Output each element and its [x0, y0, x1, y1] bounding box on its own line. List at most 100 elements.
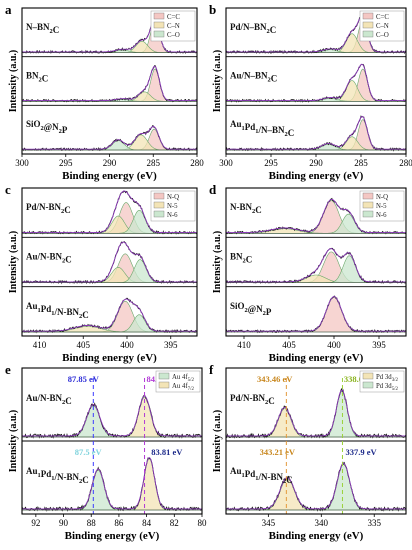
x-tick-label-f-0: 345 — [262, 518, 276, 528]
y-axis-label-f: Intensity (a.u.) — [212, 410, 223, 473]
legend-label-d-1: N-5 — [376, 203, 387, 210]
spectrum-fit-a-2 — [22, 125, 197, 150]
legend-label-a-1: C–N — [167, 23, 180, 30]
plot-frame-c — [21, 187, 198, 337]
spectrum-label-b-2: Au1Pd1/N–BN2C — [230, 119, 294, 138]
spectrum-fit-c-1 — [22, 241, 197, 283]
legend-swatch-e-0 — [158, 372, 170, 380]
y-axis-label-b: Intensity (a.u.) — [212, 50, 223, 113]
legend-swatch-b-2 — [362, 30, 374, 38]
legend-label-c-0: N-Q — [167, 194, 179, 201]
spectrum-label-b-1: Au/N–BN2C — [230, 71, 277, 84]
panel-letter-d: d — [209, 182, 217, 197]
peak-annotation-e-0: 87.85 eV — [68, 374, 100, 384]
peak-annotation-e-3: 83.81 eV — [151, 447, 183, 457]
peak-component-d-2-0 — [226, 297, 406, 333]
panel-letter-f: f — [209, 362, 214, 377]
x-axis-label-a: Binding energy (eV) — [62, 170, 157, 182]
y-axis-label-c: Intensity (a.u.) — [8, 231, 19, 294]
y-axis-label-d: Intensity (a.u.) — [212, 231, 223, 294]
peak-annotation-e-2: 87.5 eV — [75, 447, 103, 457]
spectrum-label-e-0: Au/N-BN2C — [26, 393, 72, 406]
peak-component-a-1-0 — [21, 68, 198, 102]
legend-label-c-1: N-5 — [167, 203, 178, 210]
legend-swatch-c-1 — [153, 201, 165, 209]
spectrum-label-b-0: Pd/N–BN2C — [230, 22, 276, 35]
x-axis-label-b: Binding energy (eV) — [269, 170, 364, 182]
x-axis-label-d: Binding energy (eV) — [269, 352, 364, 364]
legend-swatch-a-0 — [153, 12, 165, 20]
panel-a: a N–BN2C BN2C SiO2@N2P C=C C–N C–O 300 295 290 285… — [5, 2, 204, 182]
panel-b: b Pd/N–BN2C Au/N–BN2C Au1Pd1/N–BN2C C=C C–N C–… — [209, 2, 412, 182]
x-tick-label-c-0: 410 — [33, 340, 47, 350]
spectrum-fit-c-2 — [22, 298, 197, 332]
spectrum-fit-c-0 — [22, 190, 197, 234]
spectrum-raw-a-1 — [21, 65, 198, 103]
spectrum-fit-a-0 — [22, 18, 197, 53]
spectrum-label-a-0: N–BN2C — [26, 22, 59, 35]
plot-frame-d — [225, 187, 407, 337]
spectrum-fit-e-1 — [22, 457, 202, 510]
x-tick-label-d-2: 400 — [327, 340, 341, 350]
x-tick-label-d-3: 395 — [372, 340, 386, 350]
spectrum-label-d-2: SiO2@N2P — [230, 301, 272, 317]
legend-label-e-0: Au 4f5/2 — [172, 374, 194, 383]
y-axis-label-a: Intensity (a.u.) — [8, 50, 19, 113]
legend-swatch-e-1 — [158, 381, 170, 389]
spectrum-label-f-0: Pd/N-BN2C — [230, 393, 275, 406]
panel-c: c Pd/N-BN2C Au/N-BN2C Au1Pd1/N-BN2C N-Q N-5 N-… — [5, 182, 198, 364]
panel-letter-c: c — [5, 182, 11, 197]
legend-swatch-d-2 — [362, 210, 374, 218]
legend-swatch-b-0 — [362, 12, 374, 20]
spectrum-label-d-1: BN2C — [230, 252, 252, 265]
x-tick-label-f-2: 335 — [367, 518, 381, 528]
legend-swatch-b-1 — [362, 21, 374, 29]
legend-label-b-1: C–N — [376, 23, 389, 30]
legend-swatch-c-2 — [153, 210, 165, 218]
spectrum-fit-a-1 — [22, 65, 197, 102]
legend-swatch-d-0 — [362, 192, 374, 200]
peak-component-e-0-0 — [22, 405, 202, 438]
spectrum-label-a-1: BN2C — [26, 71, 48, 84]
x-tick-label-b-0: 300 — [219, 158, 233, 168]
x-tick-label-b-4: 280 — [399, 158, 412, 168]
legend-label-b-2: C–O — [376, 32, 389, 39]
x-tick-label-a-3: 285 — [147, 158, 161, 168]
peak-component-f-0-0 — [226, 408, 406, 438]
peak-component-e-1-1 — [22, 458, 202, 511]
legend-swatch-a-2 — [153, 30, 165, 38]
x-tick-label-e-2: 88 — [87, 518, 97, 528]
spectrum-label-c-0: Pd/N-BN2C — [26, 202, 71, 215]
x-tick-label-b-2: 290 — [309, 158, 323, 168]
peak-annotation-f-0: 343.46 eV — [257, 374, 293, 384]
x-axis-label-e: Binding energy (eV) — [65, 530, 160, 542]
peak-component-c-1-1 — [21, 266, 198, 283]
x-tick-label-e-3: 86 — [114, 518, 124, 528]
x-tick-label-e-4: 84 — [142, 518, 152, 528]
spectrum-fit-e-0 — [22, 395, 202, 437]
spectrum-fit-b-1 — [226, 63, 406, 102]
peak-component-b-1-1 — [225, 80, 407, 102]
legend-swatch-a-1 — [153, 21, 165, 29]
spectrum-raw-e-1 — [21, 457, 203, 512]
legend-swatch-f-1 — [362, 381, 374, 389]
spectrum-fit-f-0 — [226, 389, 406, 437]
x-tick-label-e-1: 90 — [59, 518, 69, 528]
spectrum-label-c-2: Au1Pd1/N-BN2C — [26, 301, 89, 320]
x-tick-label-b-3: 285 — [354, 158, 368, 168]
legend-label-a-2: C–O — [167, 32, 180, 39]
peak-annotation-f-3: 337.9 eV — [346, 447, 378, 457]
x-tick-label-a-2: 290 — [103, 158, 117, 168]
x-tick-label-c-3: 395 — [164, 340, 178, 350]
x-tick-label-a-1: 295 — [59, 158, 73, 168]
legend-label-b-0: C=C — [376, 14, 389, 21]
spectrum-fit-b-0 — [226, 15, 406, 53]
x-tick-label-b-1: 295 — [264, 158, 278, 168]
x-axis-label-f: Binding energy (eV) — [269, 530, 364, 542]
x-tick-label-d-1: 405 — [282, 340, 296, 350]
spectrum-raw-d-2 — [225, 295, 407, 334]
x-tick-label-d-0: 410 — [237, 340, 251, 350]
legend-swatch-c-0 — [153, 192, 165, 200]
spectrum-fit-d-1 — [226, 248, 406, 283]
